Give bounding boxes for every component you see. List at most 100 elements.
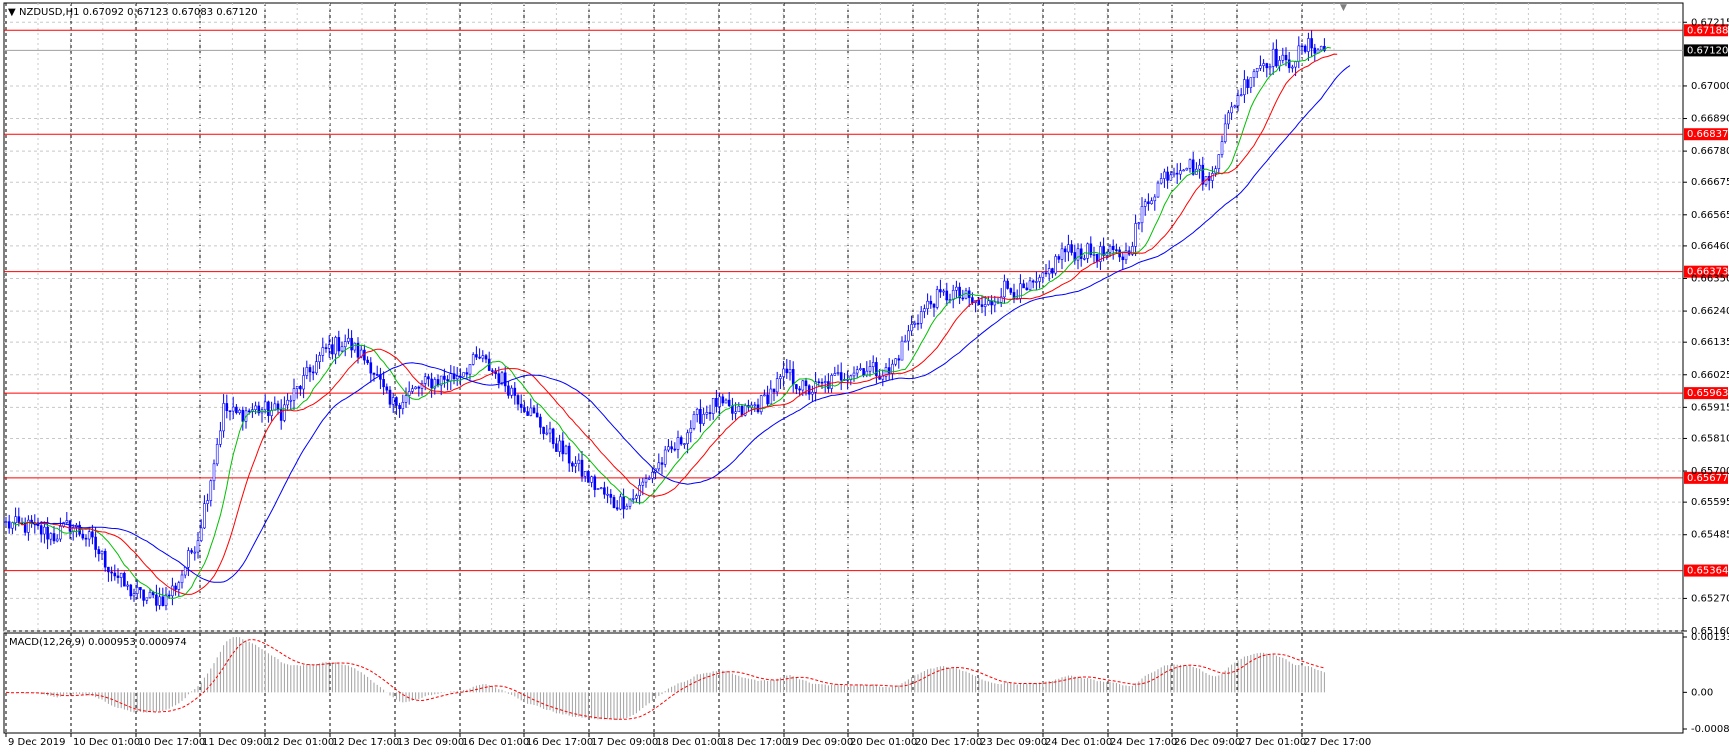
y-tick-label: 0.65915 <box>1691 402 1729 413</box>
candle-body <box>724 399 728 404</box>
candle-body <box>907 330 910 342</box>
candle-body <box>603 487 606 495</box>
candle-body <box>686 432 689 444</box>
candle-body <box>385 386 389 391</box>
candle-body <box>257 405 261 414</box>
candle-body <box>388 389 392 405</box>
candle-body <box>59 526 62 540</box>
candle-body <box>532 407 536 414</box>
candle-body <box>84 537 88 540</box>
symbol-dropdown-icon[interactable]: ▼ <box>8 7 16 18</box>
candle-body <box>97 549 101 555</box>
candle-body <box>545 432 549 435</box>
candle-body <box>619 496 622 510</box>
candle-body <box>404 395 408 403</box>
candle-body <box>679 437 683 445</box>
candle-body <box>1169 174 1173 181</box>
candle-body <box>254 405 257 410</box>
candle-body <box>993 301 997 306</box>
candle-body <box>577 459 581 464</box>
candle-body <box>919 311 923 324</box>
x-tick-label: 16 Dec 01:00 <box>462 737 529 748</box>
candle-body <box>1111 245 1115 250</box>
candle-body <box>1159 178 1163 184</box>
candle-body <box>500 372 504 384</box>
candle-body <box>315 361 318 374</box>
candle-body <box>651 471 654 479</box>
candle-body <box>558 440 561 452</box>
candle-body <box>1038 277 1041 282</box>
candle-body <box>753 404 757 407</box>
candle-body <box>491 370 494 372</box>
candle-body <box>939 289 942 293</box>
candle-body <box>801 380 805 391</box>
candle-body <box>1217 154 1221 169</box>
candle-body <box>231 406 235 412</box>
candle-body <box>411 388 414 392</box>
candle-body <box>1191 159 1195 175</box>
x-tick-label: 27 Dec 17:00 <box>1304 737 1371 748</box>
candle-body <box>583 471 587 477</box>
candle-body <box>715 397 718 407</box>
candle-body <box>1182 169 1185 172</box>
candle-body <box>219 430 222 445</box>
candle-body <box>295 385 299 389</box>
candle-body <box>180 574 184 584</box>
candle-body <box>663 449 667 465</box>
candle-body <box>446 379 449 382</box>
candle-body <box>539 416 542 428</box>
candle-body <box>23 522 27 533</box>
candle-body <box>791 369 795 385</box>
candle-body <box>641 481 645 486</box>
y-tick-label: 0.65595 <box>1691 497 1729 508</box>
candle-body <box>1310 38 1313 49</box>
candle-body <box>247 410 251 413</box>
candle-body <box>283 404 286 421</box>
candle-body <box>1003 280 1006 298</box>
candle-body <box>859 368 862 371</box>
y-tick-label: 0.66565 <box>1691 210 1729 221</box>
candle-body <box>1175 172 1179 175</box>
candle-body <box>94 536 97 550</box>
candle-body <box>1211 173 1214 181</box>
candle-body <box>548 428 552 434</box>
candle-body <box>983 304 987 307</box>
candle-body <box>830 375 833 389</box>
candle-body <box>139 587 142 591</box>
candle-body <box>1044 272 1048 275</box>
candle-body <box>91 531 94 538</box>
candle-body <box>1028 280 1032 291</box>
candle-body <box>359 349 363 358</box>
candle-body <box>510 387 513 396</box>
candle-body <box>225 403 229 411</box>
price-level-label: 0.66373 <box>1687 267 1728 278</box>
candle-body <box>513 387 517 396</box>
x-tick-label: 26 Dec 09:00 <box>1174 737 1241 748</box>
candle-body <box>1281 54 1285 61</box>
x-tick-label: 18 Dec 17:00 <box>721 737 788 748</box>
y-tick-label: 0.66890 <box>1691 114 1729 125</box>
candle-body <box>193 551 197 554</box>
candle-body <box>52 533 56 542</box>
candle-body <box>215 444 219 465</box>
candle-body <box>1147 201 1150 205</box>
candle-body <box>564 445 568 455</box>
candle-body <box>238 409 241 414</box>
macd-plot-frame <box>3 632 1684 734</box>
candle-body <box>820 381 824 384</box>
y-tick-label: 0.67215 <box>1691 17 1729 28</box>
candle-body <box>932 303 936 308</box>
candle-body <box>126 584 129 587</box>
price-level-label: 0.65963 <box>1687 388 1728 399</box>
candle-body <box>1300 45 1304 48</box>
candle-body <box>1121 256 1125 261</box>
candle-body <box>1319 45 1323 51</box>
scroll-marker-icon: ▼ <box>1340 3 1347 13</box>
candle-body <box>763 394 766 397</box>
candle-body <box>574 463 577 467</box>
candle-body <box>721 396 725 404</box>
x-tick-label: 17 Dec 09:00 <box>591 737 658 748</box>
y-tick-label: 0.65485 <box>1691 530 1729 541</box>
